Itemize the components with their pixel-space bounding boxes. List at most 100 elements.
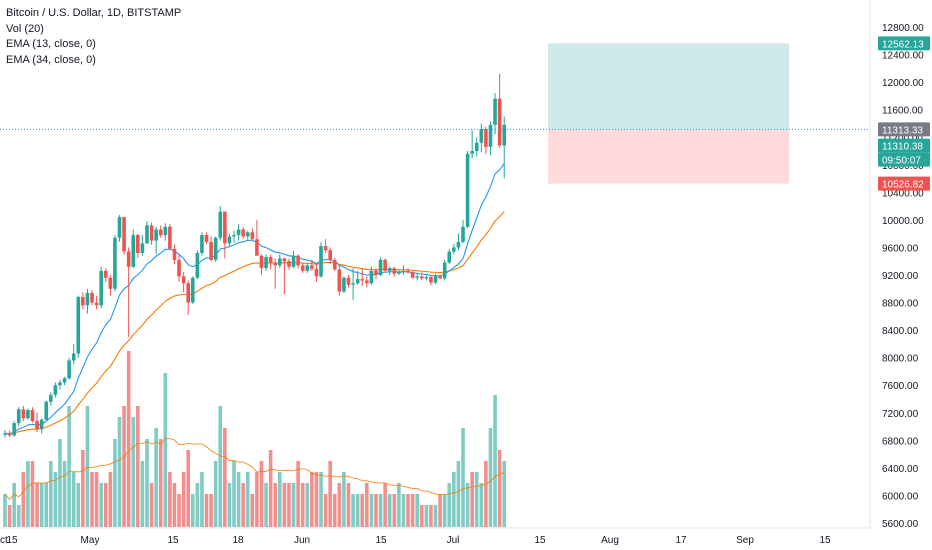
time-axis[interactable]: 15May1518Jun15Jul15Aug17Sep15Oct [0, 535, 831, 546]
candle[interactable] [392, 266, 397, 277]
candle[interactable] [479, 123, 484, 153]
candle[interactable] [103, 268, 108, 282]
candle[interactable] [35, 412, 39, 433]
volume-indicator-label[interactable]: Vol (20) [6, 22, 44, 35]
candle[interactable] [76, 295, 81, 358]
candle[interactable] [16, 407, 21, 427]
candle[interactable] [158, 225, 163, 238]
candle[interactable] [360, 268, 365, 287]
candle[interactable] [218, 206, 223, 241]
candle[interactable] [452, 244, 456, 255]
candle[interactable] [355, 270, 360, 285]
candle[interactable] [419, 272, 424, 280]
candle[interactable] [337, 264, 342, 296]
candle[interactable] [39, 418, 44, 434]
candle[interactable] [470, 130, 474, 158]
candle[interactable] [67, 357, 71, 380]
candle[interactable] [145, 221, 149, 244]
candle[interactable] [177, 254, 181, 282]
candle[interactable] [273, 258, 278, 289]
candle[interactable] [99, 266, 103, 309]
candle[interactable] [108, 275, 113, 296]
candle[interactable] [406, 268, 410, 274]
candle[interactable] [332, 257, 337, 271]
candle[interactable] [328, 247, 332, 264]
candle[interactable] [62, 376, 67, 386]
price-axis[interactable]: 12800.0012400.0012000.0011600.0011200.00… [882, 23, 924, 530]
candle[interactable] [250, 228, 255, 241]
candle[interactable] [3, 430, 7, 438]
candle[interactable] [204, 232, 209, 244]
candle[interactable] [369, 266, 374, 285]
candle[interactable] [342, 276, 346, 293]
candle[interactable] [497, 73, 502, 149]
candle[interactable] [305, 262, 310, 273]
candle[interactable] [117, 215, 122, 242]
candle[interactable] [465, 151, 470, 229]
candle[interactable] [90, 290, 94, 306]
candle[interactable] [190, 276, 195, 304]
candle[interactable] [447, 248, 452, 264]
candle[interactable] [484, 126, 488, 154]
candle[interactable] [433, 273, 438, 284]
candle[interactable] [259, 254, 264, 275]
candle[interactable] [131, 229, 136, 269]
candle[interactable] [278, 254, 282, 269]
candle[interactable] [126, 247, 131, 337]
candle[interactable] [387, 266, 392, 275]
candle[interactable] [241, 226, 245, 240]
candle[interactable] [323, 239, 328, 253]
candle[interactable] [227, 233, 232, 248]
candle[interactable] [53, 382, 58, 398]
candle[interactable] [223, 211, 227, 259]
candle[interactable] [94, 295, 99, 310]
candle[interactable] [488, 121, 493, 156]
candle[interactable] [236, 224, 241, 241]
candle[interactable] [287, 258, 291, 270]
candle[interactable] [365, 276, 369, 288]
candle[interactable] [181, 272, 186, 293]
candle[interactable] [30, 407, 35, 423]
candle[interactable] [168, 224, 172, 251]
candle[interactable] [195, 250, 200, 280]
candle[interactable] [351, 268, 355, 300]
candle[interactable] [58, 379, 62, 390]
candle[interactable] [136, 233, 140, 258]
candle[interactable] [232, 230, 236, 244]
candle[interactable] [71, 343, 76, 365]
ema34-indicator-label[interactable]: EMA (34, close, 0) [6, 53, 96, 66]
profit-target-zone[interactable] [548, 43, 789, 130]
candle[interactable] [172, 244, 177, 264]
candle[interactable] [268, 254, 273, 270]
candle[interactable] [213, 236, 218, 262]
stop-loss-zone[interactable] [548, 129, 789, 184]
candle[interactable] [410, 270, 415, 279]
candle[interactable] [291, 250, 296, 269]
candle[interactable] [122, 217, 126, 255]
candle[interactable] [442, 259, 447, 281]
candle[interactable] [113, 235, 117, 292]
candle[interactable] [493, 93, 497, 135]
candle[interactable] [149, 222, 154, 245]
candle[interactable] [245, 230, 250, 241]
candle[interactable] [44, 400, 49, 422]
candle[interactable] [502, 116, 507, 179]
candle[interactable] [461, 219, 465, 244]
candle[interactable] [429, 275, 433, 286]
ema13-indicator-label[interactable]: EMA (13, close, 0) [6, 38, 96, 50]
candle[interactable] [310, 259, 314, 271]
candle[interactable] [49, 392, 53, 406]
candle[interactable] [383, 258, 387, 273]
candle[interactable] [456, 233, 461, 251]
candle[interactable] [374, 268, 378, 280]
candle[interactable] [186, 280, 190, 315]
candle[interactable] [264, 254, 268, 271]
candle[interactable] [438, 275, 442, 280]
candle[interactable] [424, 273, 429, 281]
candle[interactable] [200, 232, 204, 256]
candle[interactable] [209, 236, 213, 262]
candle[interactable] [296, 254, 300, 269]
candle[interactable] [7, 430, 12, 437]
candle[interactable] [26, 408, 30, 420]
